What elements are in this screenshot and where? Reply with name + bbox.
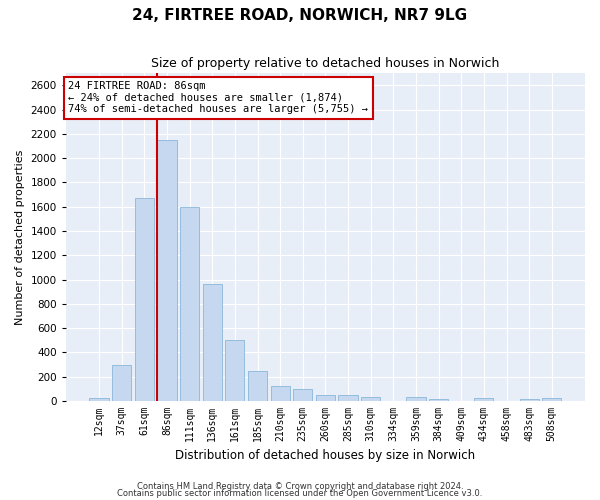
Bar xyxy=(180,208,199,401)
Y-axis label: Number of detached properties: Number of detached properties xyxy=(15,150,25,324)
Bar xyxy=(112,364,131,401)
Bar xyxy=(520,398,539,401)
Bar xyxy=(135,198,154,401)
Bar xyxy=(474,398,493,401)
Bar xyxy=(542,398,562,401)
Text: Contains public sector information licensed under the Open Government Licence v3: Contains public sector information licen… xyxy=(118,490,482,498)
Bar xyxy=(406,397,425,401)
Bar xyxy=(248,370,267,401)
Bar xyxy=(203,284,222,401)
Bar xyxy=(89,398,109,401)
Bar xyxy=(429,398,448,401)
Text: Contains HM Land Registry data © Crown copyright and database right 2024.: Contains HM Land Registry data © Crown c… xyxy=(137,482,463,491)
Bar xyxy=(157,140,176,401)
Bar xyxy=(316,395,335,401)
Bar xyxy=(293,389,313,401)
X-axis label: Distribution of detached houses by size in Norwich: Distribution of detached houses by size … xyxy=(175,450,475,462)
Bar xyxy=(361,398,380,401)
Bar xyxy=(225,340,244,401)
Text: 24, FIRTREE ROAD, NORWICH, NR7 9LG: 24, FIRTREE ROAD, NORWICH, NR7 9LG xyxy=(133,8,467,22)
Text: 24 FIRTREE ROAD: 86sqm
← 24% of detached houses are smaller (1,874)
74% of semi-: 24 FIRTREE ROAD: 86sqm ← 24% of detached… xyxy=(68,82,368,114)
Title: Size of property relative to detached houses in Norwich: Size of property relative to detached ho… xyxy=(151,58,500,70)
Bar xyxy=(338,395,358,401)
Bar xyxy=(271,386,290,401)
